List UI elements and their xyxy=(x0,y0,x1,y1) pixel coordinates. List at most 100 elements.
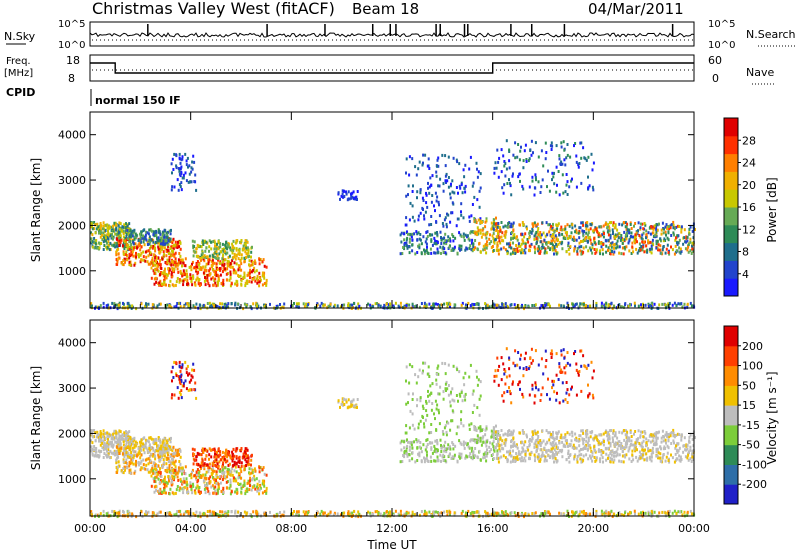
scatter-cell xyxy=(263,472,266,476)
scatter-cell xyxy=(170,453,173,457)
scatter-cell xyxy=(685,240,687,244)
scatter-cell xyxy=(130,458,133,462)
scatter-cell xyxy=(342,397,345,401)
scatter-cell xyxy=(623,238,626,242)
scatter-cell xyxy=(214,464,217,467)
scatter-cell xyxy=(128,260,131,264)
scatter-cell xyxy=(451,419,454,423)
scatter-cell xyxy=(460,418,462,422)
scatter-cell xyxy=(477,232,480,236)
scatter-cell xyxy=(181,176,184,180)
scatter-cell xyxy=(216,283,219,287)
scatter-cell xyxy=(125,458,128,462)
scatter-cell xyxy=(574,302,577,306)
scatter-cell xyxy=(425,456,428,460)
scatter-cell xyxy=(159,238,161,242)
scatter-cell xyxy=(91,245,94,249)
scatter-cell xyxy=(246,240,249,244)
scatter-cell xyxy=(587,239,589,243)
scatter-cell xyxy=(221,255,224,259)
scatter-cell xyxy=(163,461,166,465)
scatter-cell xyxy=(427,157,430,161)
scatter-cell xyxy=(261,482,264,486)
colorbar-segment xyxy=(724,260,738,279)
scatter-cell xyxy=(468,446,471,450)
scatter-cell xyxy=(468,167,471,171)
scatter-cell xyxy=(206,481,209,485)
scatter-cell xyxy=(356,190,359,193)
scatter-cell xyxy=(119,222,122,226)
scatter-cell xyxy=(484,233,487,237)
scatter-cell xyxy=(177,466,180,470)
scatter-cell xyxy=(133,443,136,447)
scatter-cell xyxy=(522,241,525,245)
scatter-cell xyxy=(237,472,240,476)
scatter-cell xyxy=(147,457,150,461)
scatter-cell xyxy=(609,248,612,252)
scatter-cell xyxy=(566,193,569,196)
scatter-cell xyxy=(166,448,169,452)
scatter-cell xyxy=(580,221,583,225)
scatter-cell xyxy=(534,141,537,145)
scatter-cell xyxy=(427,394,429,398)
scatter-cell xyxy=(152,238,155,242)
scatter-cell xyxy=(582,246,585,250)
scatter-cell xyxy=(93,445,96,448)
scatter-cell xyxy=(431,174,434,178)
scatter-cell xyxy=(346,406,349,410)
scatter-cell xyxy=(177,396,180,400)
scatter-cell xyxy=(523,149,526,153)
scatter-cell xyxy=(675,225,678,229)
scatter-cell xyxy=(248,488,251,492)
scatter-cell xyxy=(178,156,181,160)
scatter-cell xyxy=(256,482,259,486)
scatter-cell xyxy=(407,392,410,396)
scatter-cell xyxy=(117,239,120,243)
scatter-cell xyxy=(430,239,433,243)
scatter-cell xyxy=(569,245,572,249)
scatter-cell xyxy=(613,250,616,254)
scatter-cell xyxy=(105,223,108,227)
scatter-cell xyxy=(147,242,150,246)
scatter-cell xyxy=(166,258,169,262)
scatter-cell xyxy=(560,228,563,232)
scatter-cell xyxy=(581,221,584,225)
scatter-cell xyxy=(447,446,450,450)
scatter-cell xyxy=(101,435,104,439)
scatter-cell xyxy=(158,230,161,234)
scatter-cell xyxy=(207,260,210,264)
scatter-cell xyxy=(131,250,134,254)
scatter-cell xyxy=(542,164,545,168)
scatter-cell xyxy=(434,209,436,213)
scatter-cell xyxy=(150,484,153,488)
scatter-cell xyxy=(107,435,110,439)
scatter-cell xyxy=(164,475,166,479)
scatter-cell xyxy=(472,231,475,234)
scatter-cell xyxy=(411,457,414,461)
scatter-cell xyxy=(559,241,562,244)
scatter-cell xyxy=(197,471,200,475)
scatter-cell xyxy=(416,232,419,236)
scatter-cell xyxy=(632,250,635,254)
scatter-cell xyxy=(501,231,504,235)
scatter-cell xyxy=(230,302,233,306)
scatter-cell xyxy=(209,272,212,276)
scatter-cell xyxy=(575,238,578,242)
scatter-cell xyxy=(442,224,445,228)
scatter-cell xyxy=(656,228,659,232)
scatter-cell xyxy=(421,404,424,408)
scatter-cell xyxy=(670,234,673,237)
scatter-cell xyxy=(641,222,644,226)
scatter-cell xyxy=(684,247,687,251)
scatter-cell xyxy=(153,485,156,489)
scatter-cell xyxy=(153,230,156,234)
scatter-cell xyxy=(210,471,213,475)
scatter-cell xyxy=(496,249,499,253)
scatter-cell xyxy=(192,462,195,466)
scatter-cell xyxy=(435,382,438,386)
scatter-cell xyxy=(191,468,194,472)
scatter-cell xyxy=(174,251,177,255)
scatter-cell xyxy=(213,447,216,451)
scatter-cell xyxy=(169,487,172,491)
scatter-cell xyxy=(544,157,547,161)
